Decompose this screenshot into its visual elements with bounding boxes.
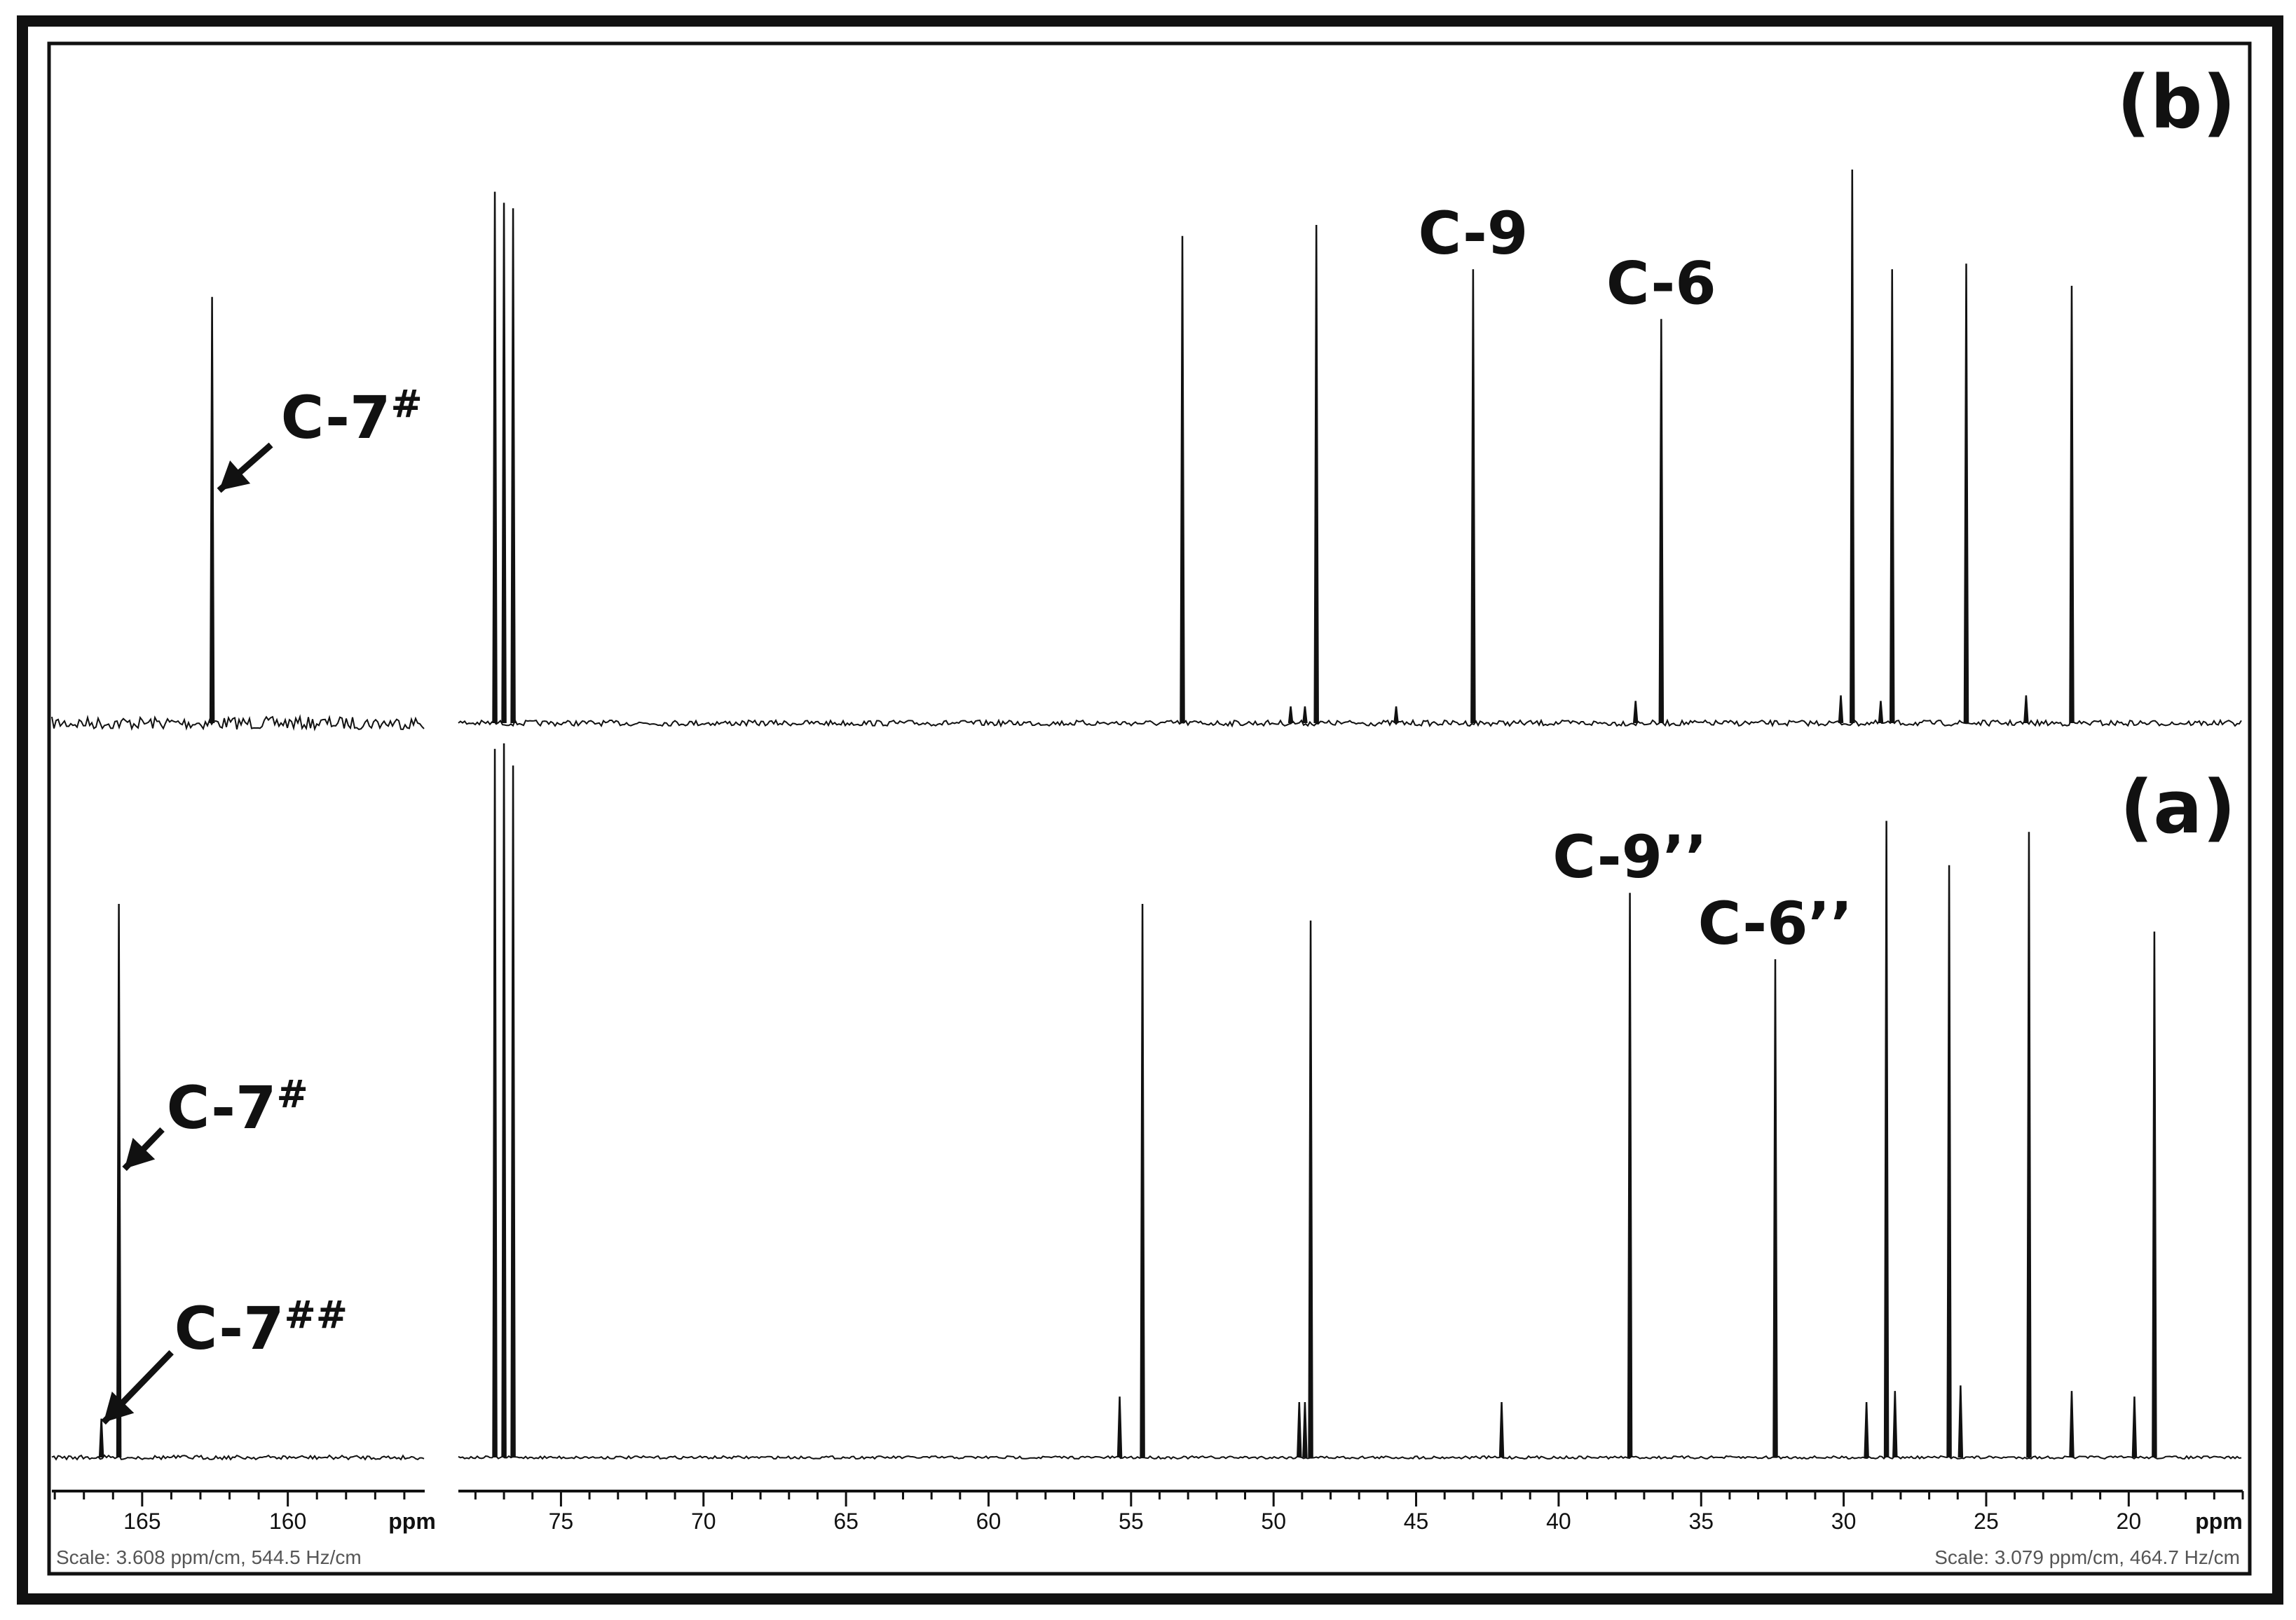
peak-a-8 (1302, 1401, 1308, 1458)
peak-a-16 (1946, 865, 1952, 1458)
axis-tick-label-left-165: 165 (123, 1509, 160, 1534)
peak-a-20 (2131, 1396, 2138, 1458)
peak-label-b-2: C-6 (1606, 249, 1716, 317)
baseline-a-right (458, 1455, 2242, 1460)
peak-a-15 (1892, 1391, 1898, 1458)
outer-frame (17, 15, 2283, 1605)
axis-tick-label-right-20: 20 (2117, 1509, 2142, 1534)
peak-b-16 (1963, 263, 1969, 724)
panel-label-a: (a) (2120, 764, 2236, 850)
panel-label-b: (b) (2117, 60, 2236, 145)
peak-label-a-1: C-7## (175, 1293, 348, 1363)
peak-b-6 (1302, 706, 1308, 724)
baseline-b-left (51, 714, 425, 732)
peak-a-0 (98, 1418, 104, 1458)
peak-label-a-2: C-9’’ (1552, 823, 1707, 891)
peak-b-7 (1313, 224, 1319, 724)
peak-a-10 (1498, 1401, 1505, 1458)
peak-a-9 (1308, 920, 1313, 1458)
left-axis-unit-label: ppm (388, 1509, 436, 1534)
right-axis-scale-text: Scale: 3.079 ppm/cm, 464.7 Hz/cm (1934, 1546, 2240, 1568)
peak-b-15 (1890, 269, 1895, 724)
peak-b-0 (209, 296, 215, 724)
inner-frame (47, 41, 2252, 1576)
peak-a-2 (492, 748, 498, 1458)
axis-tick-label-right-55: 55 (1119, 1509, 1144, 1534)
axis-tick-label-right-45: 45 (1404, 1509, 1429, 1534)
axis-tick-label-right-65: 65 (833, 1509, 859, 1534)
peak-label-b-0: C-7# (281, 382, 423, 452)
peak-b-17 (2023, 695, 2029, 724)
annotation-arrowhead-a-1 (103, 1391, 135, 1422)
peak-a-21 (2152, 931, 2157, 1458)
axis-tick-label-right-60: 60 (976, 1509, 1002, 1534)
annotation-arrowhead-b-0 (219, 460, 251, 490)
peak-b-12 (1838, 695, 1844, 724)
peak-label-b-1: C-9 (1418, 199, 1528, 268)
axis-tick-label-left-160: 160 (269, 1509, 306, 1534)
peak-label-a-0: C-7# (167, 1072, 308, 1142)
axis-tick-label-right-35: 35 (1688, 1509, 1714, 1534)
peak-a-18 (2026, 832, 2032, 1458)
peak-b-11 (1658, 319, 1665, 724)
peak-a-5 (1116, 1396, 1123, 1458)
peak-a-3 (501, 743, 507, 1458)
axis-tick-label-right-50: 50 (1261, 1509, 1286, 1534)
axis-tick-label-right-40: 40 (1546, 1509, 1571, 1534)
left-axis-scale-text: Scale: 3.608 ppm/cm, 544.5 Hz/cm (56, 1546, 362, 1568)
peak-b-14 (1878, 701, 1884, 724)
peak-b-3 (510, 208, 516, 724)
baseline-b-right (458, 718, 2242, 728)
axes-layer: 165 160 75 70 65 60 55 50 45 40 35 30 25 20 (52, 1490, 2244, 1534)
peak-a-17 (1957, 1385, 1964, 1458)
peak-b-13 (1850, 169, 1855, 724)
peak-a-19 (2069, 1391, 2075, 1458)
peak-a-6 (1140, 903, 1145, 1458)
peak-a-14 (1883, 821, 1890, 1458)
axis-tick-label-right-70: 70 (691, 1509, 716, 1534)
peak-b-5 (1287, 706, 1294, 724)
peak-b-4 (1180, 235, 1185, 724)
annotation-arrowhead-a-0 (124, 1137, 156, 1169)
peak-a-7 (1297, 1401, 1302, 1458)
peak-a-12 (1772, 959, 1778, 1458)
baseline-a-left (51, 1454, 425, 1461)
peak-b-8 (1393, 706, 1399, 724)
axis-tick-label-right-25: 25 (1974, 1509, 1999, 1534)
peak-a-1 (116, 903, 122, 1458)
peak-a-11 (1627, 893, 1633, 1458)
peak-b-2 (501, 202, 507, 724)
annotations-layer: C-7# C-9 C-6 C-7# C-7## C-9’’C-6’’ (101, 199, 1853, 1425)
spectra-layer (51, 169, 2242, 1461)
axis-tick-label-right-75: 75 (549, 1509, 574, 1534)
peak-label-a-3: C-6’’ (1698, 889, 1853, 958)
right-axis-unit-label: ppm (2195, 1509, 2243, 1534)
peak-a-4 (510, 765, 516, 1458)
peak-b-1 (492, 191, 498, 724)
axis-tick-label-right-30: 30 (1831, 1509, 1857, 1534)
peak-b-9 (1470, 269, 1476, 724)
peak-b-18 (2069, 285, 2075, 724)
peak-b-10 (1632, 701, 1639, 724)
peak-a-13 (1864, 1401, 1869, 1458)
